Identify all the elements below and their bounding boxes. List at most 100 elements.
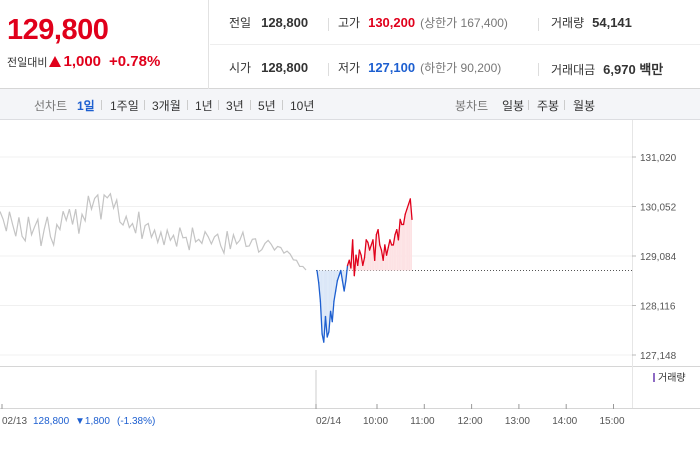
down-area-fill [323, 270, 326, 343]
up-line-segment [392, 234, 396, 246]
divider [144, 100, 145, 110]
down-line-segment [345, 264, 349, 282]
change-rate: +0.78% [109, 53, 161, 70]
chart-toolbar: 선차트 1일 1주일 3개월 1년 3년 5년 10년 봉차트 일봉 주봉 월봉 [0, 89, 700, 120]
period-1d[interactable]: 1일 [77, 99, 95, 113]
period-5y[interactable]: 5년 [258, 99, 276, 113]
volume-label: 거래량 [551, 16, 585, 30]
divider [218, 100, 219, 110]
y-tick-label: 129,084 [640, 252, 677, 263]
day-low: 저가 127,100 (하한가 90,200) [338, 59, 501, 79]
period-1y[interactable]: 1년 [195, 99, 213, 113]
up-line-segment [385, 246, 389, 256]
candle-daily[interactable]: 일봉 [502, 99, 525, 113]
prev-close-value: 128,800 [261, 15, 309, 30]
up-line-segment [367, 241, 371, 251]
open-price: 시가 128,800 [229, 59, 308, 79]
up-line-segment [404, 208, 408, 215]
up-line-segment [387, 239, 391, 249]
down-line-segment [318, 282, 322, 302]
down-line-segment [331, 300, 335, 323]
up-line-segment [389, 239, 393, 246]
price-chart: 131,020 130,052 129,084 128,116 127,148 02/1… [0, 120, 700, 450]
volume-value: 54,141 [592, 15, 632, 30]
x-tick-label: 12:00 [458, 416, 483, 427]
prev-change: ▼1,800 [75, 416, 110, 427]
low-value: 127,100 [368, 60, 416, 75]
chart-canvas: 131,020 130,052 129,084 128,116 127,148 02/1… [0, 120, 700, 427]
open-value: 128,800 [261, 60, 309, 75]
high-value: 130,200 [368, 15, 416, 30]
divider [101, 100, 102, 110]
down-area-fill [330, 270, 333, 322]
current-price: 129,800 [7, 14, 109, 46]
prev-date: 02/13 [2, 416, 27, 427]
up-line-segment [399, 218, 403, 226]
up-line-segment [351, 239, 355, 277]
period-10y[interactable]: 10년 [290, 99, 315, 113]
up-area-fill [376, 229, 379, 271]
prev-close-price: 128,800 [33, 416, 70, 427]
divider [282, 100, 283, 110]
up-line-segment [379, 244, 383, 251]
candle-weekly[interactable]: 주봉 [537, 99, 560, 113]
up-line-segment [402, 213, 406, 226]
change-value: 1,000 [63, 53, 102, 70]
y-tick-label: 131,020 [640, 153, 677, 164]
down-area-fill [328, 270, 331, 332]
up-area-fill [400, 219, 402, 271]
up-area-fill [395, 229, 397, 271]
up-area-fill [391, 244, 394, 271]
line-chart-label: 선차트 [34, 99, 68, 113]
x-tick-label: 15:00 [600, 416, 625, 427]
trade-amount: 거래대금 6,970 백만 [551, 59, 663, 79]
prev-day-line [0, 192, 307, 271]
divider [564, 100, 565, 110]
down-line-segment [324, 315, 328, 338]
down-area-fill [322, 270, 324, 343]
up-line-segment [362, 257, 366, 267]
lower-limit: (하한가 90,200) [420, 61, 502, 75]
y-tick-label: 128,116 [640, 302, 676, 313]
upper-limit: (상한가 167,400) [420, 16, 508, 30]
volume: 거래량 54,141 [551, 14, 632, 34]
period-3m[interactable]: 3개월 [152, 99, 181, 113]
up-area-fill [371, 239, 373, 271]
divider [528, 100, 529, 110]
up-line-segment [374, 234, 378, 261]
up-area-fill [408, 198, 411, 271]
y-tick-label: 130,052 [640, 203, 677, 214]
open-label: 시가 [229, 61, 252, 75]
up-area-fill [389, 239, 392, 271]
candle-chart-label: 봉차트 [455, 99, 489, 113]
period-3y[interactable]: 3년 [226, 99, 244, 113]
prev-close: 전일 128,800 [229, 14, 308, 34]
up-line-segment [357, 249, 361, 267]
up-arrow-icon [49, 56, 62, 67]
up-line-segment [397, 218, 401, 241]
row-divider [210, 44, 700, 45]
up-line-segment [409, 198, 413, 221]
down-line-segment [316, 269, 320, 284]
up-line-segment [382, 244, 386, 261]
period-1w[interactable]: 1주일 [110, 99, 139, 113]
grid [0, 156, 632, 408]
down-line-segment [340, 269, 344, 282]
down-line-segment [333, 290, 337, 302]
price-change: 전일대비 1,000 +0.78% [7, 53, 160, 70]
x-tick-label: 13:00 [505, 416, 530, 427]
divider [538, 18, 539, 31]
volume-legend-label: 거래량 [658, 372, 686, 384]
y-tick-label: 127,148 [640, 351, 677, 362]
x-tick-label: 14:00 [552, 416, 577, 427]
change-label: 전일대비 [7, 56, 48, 69]
candle-monthly[interactable]: 월봉 [573, 99, 596, 113]
up-area-fill [405, 209, 407, 271]
up-area-fill [403, 214, 406, 271]
y-axis-ticks: 131,020 130,052 129,084 128,116 127,148 [632, 153, 677, 362]
volume-legend-marker [653, 373, 655, 382]
amount-label: 거래대금 [551, 63, 596, 77]
up-area-fill [378, 229, 380, 271]
down-line-segment [319, 300, 323, 335]
x-tick-label: 02/14 [316, 416, 341, 427]
